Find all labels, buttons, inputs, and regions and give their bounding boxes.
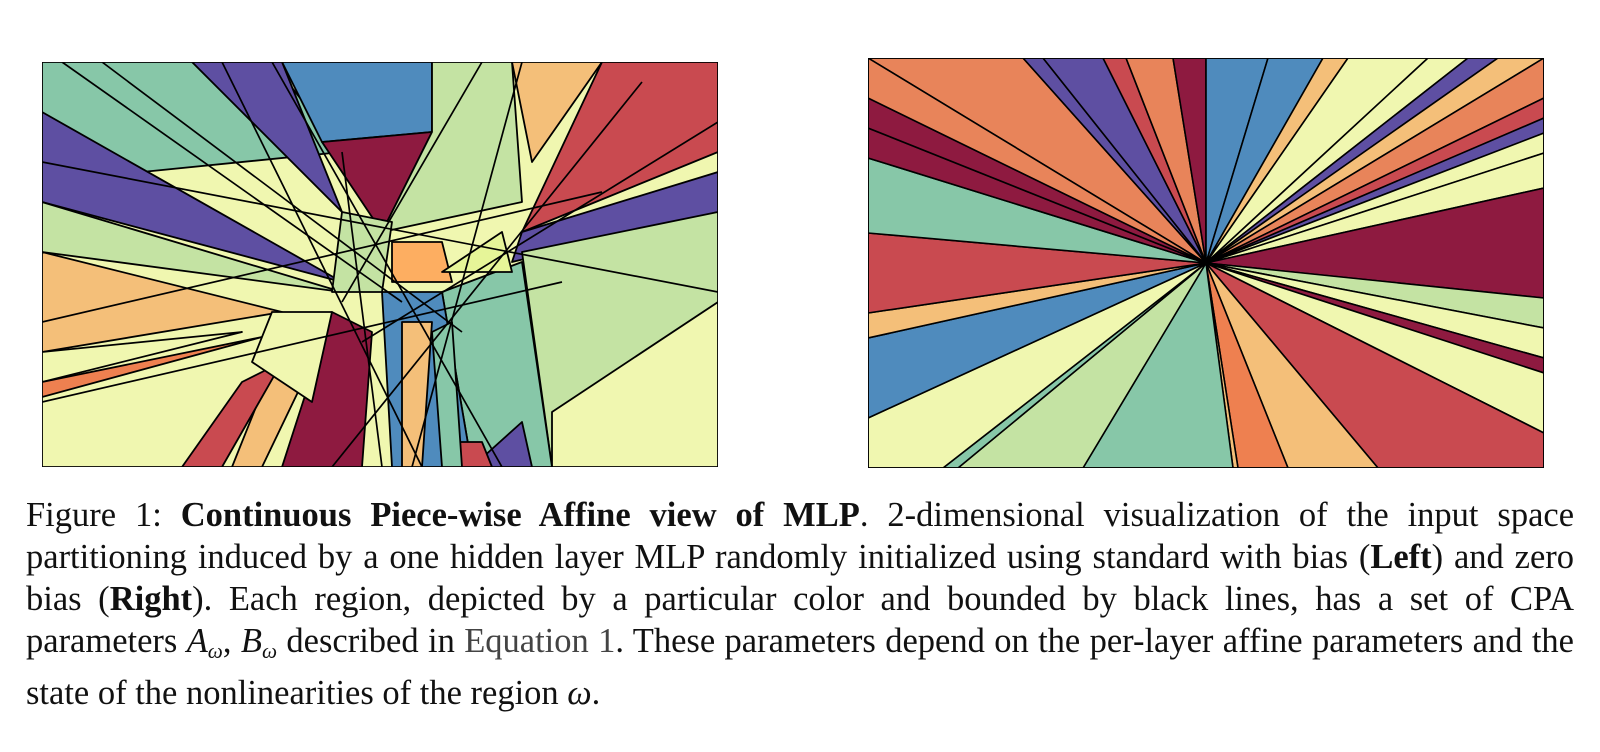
math-omega: ω xyxy=(567,673,592,712)
caption-title: Continuous Piece-wise Affine view of MLP xyxy=(180,496,860,534)
right-partition-svg xyxy=(868,58,1544,468)
right-partition-plot xyxy=(868,58,1544,468)
left-partition-svg xyxy=(42,62,718,467)
caption-text: . 2-dimensional visualization of the inp… xyxy=(26,496,1575,576)
caption-text: , xyxy=(222,622,241,660)
math-subscript: ω xyxy=(261,638,278,663)
equation-link[interactable]: Equation 1 xyxy=(464,622,616,660)
caption-left-ref: Left xyxy=(1370,538,1432,576)
math-a-omega: Aω xyxy=(186,622,223,663)
math-symbol: A xyxy=(186,622,208,660)
left-partition-plot xyxy=(42,62,718,467)
caption-text: ) and zero bias ( xyxy=(26,538,1574,618)
caption-text: . These parameters depend on the per-lay… xyxy=(26,622,1574,712)
math-b-omega: Bω xyxy=(240,622,278,663)
caption-text: ). Each region, depicted by a particular… xyxy=(26,580,1574,660)
figure-caption: Figure 1: Continuous Piece-wise Affine v… xyxy=(26,494,1574,714)
caption-text: described in xyxy=(277,622,465,660)
math-subscript: ω xyxy=(207,638,223,663)
math-symbol: B xyxy=(240,622,262,660)
caption-right-ref: Right xyxy=(109,580,193,618)
caption-text: . xyxy=(591,673,601,712)
figure-label: Figure 1: xyxy=(26,496,162,534)
